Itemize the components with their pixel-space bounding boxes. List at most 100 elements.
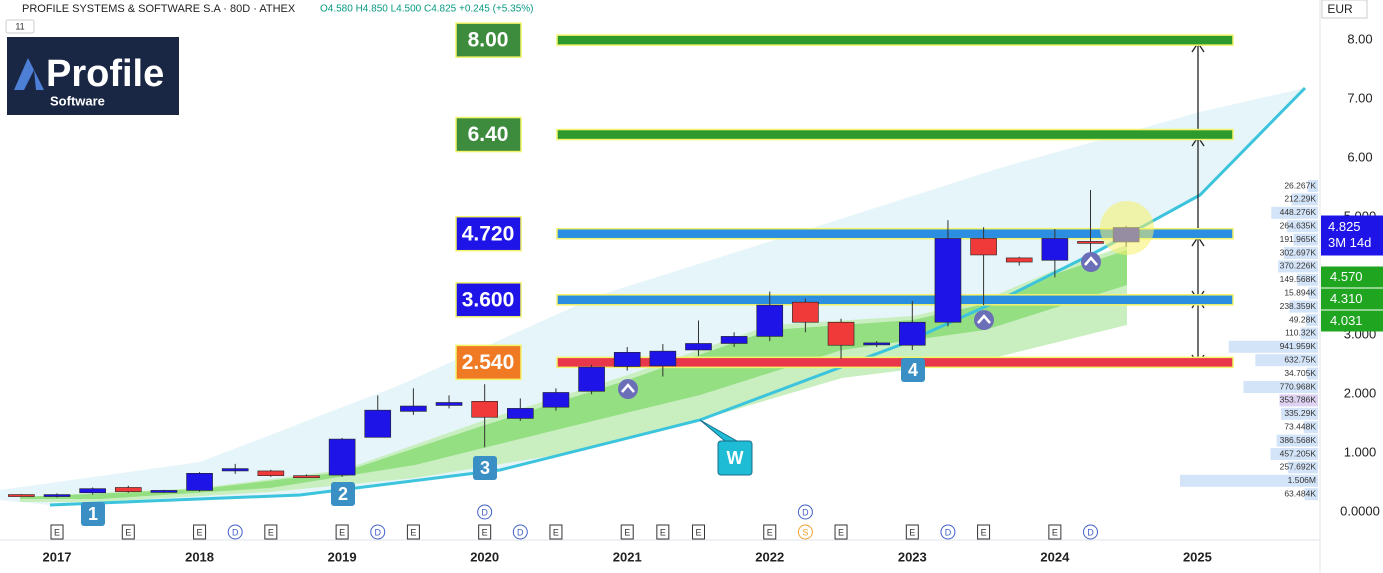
volume-bar <box>1283 247 1318 259</box>
volume-label: 941.959K <box>1280 341 1317 351</box>
volume-bar <box>1276 434 1318 447</box>
candle-body <box>471 401 498 418</box>
logo-sub: Software <box>50 93 105 108</box>
volume-label: 448.276K <box>1280 207 1317 217</box>
countdown: 3M 14d <box>1328 235 1371 250</box>
event-marker <box>549 524 563 540</box>
level-line <box>556 34 1234 46</box>
logo-mark <box>14 58 44 90</box>
candle-body <box>293 475 320 478</box>
volume-bar <box>1307 367 1318 380</box>
candle-body <box>578 366 605 392</box>
candle-body <box>934 238 962 323</box>
y-tick-label: 8.00 <box>1347 32 1372 47</box>
event-marker <box>477 504 493 520</box>
volume-profile: 26.267K 212.29K 448.276K 264.635K 191.965K 30… <box>1180 180 1318 501</box>
level-label: 4.720 <box>462 222 515 245</box>
volume-bar <box>1228 340 1318 353</box>
currency: EUR <box>1327 2 1353 16</box>
volume-label: 63.484K <box>1284 488 1316 498</box>
y-tick-label: 2.000 <box>1344 386 1377 401</box>
candle-body <box>221 468 249 472</box>
event-label: E <box>268 527 274 537</box>
wave-label: 2 <box>338 484 348 504</box>
volume-label: 212.29K <box>1284 194 1316 204</box>
indicator-tag <box>1321 288 1383 310</box>
wave-label: 3 <box>480 458 490 478</box>
indicator-label: 4.570 <box>1330 269 1363 284</box>
event-marker <box>121 524 135 540</box>
x-tick-label: 2024 <box>1040 549 1070 564</box>
candle-body <box>756 304 784 337</box>
level-line <box>556 128 1234 141</box>
volume-bar <box>1255 354 1318 367</box>
candle-body <box>328 438 356 476</box>
event-label: D <box>481 507 488 517</box>
event-marker <box>370 524 386 540</box>
event-label: E <box>624 527 630 537</box>
candles <box>8 190 1140 498</box>
x-tick-label: 2020 <box>470 549 499 564</box>
wave-box <box>81 502 105 526</box>
indicator-label: 4.031 <box>1330 313 1363 328</box>
event-label: E <box>981 527 987 537</box>
volume-bar <box>1291 193 1318 206</box>
level-tag <box>455 22 522 58</box>
candle-body <box>685 343 712 351</box>
x-tick-label: 2025 <box>1183 549 1212 564</box>
event-marker <box>227 524 243 540</box>
candle-body <box>899 321 926 346</box>
volume-bar <box>1278 260 1318 273</box>
event-label: D <box>802 507 809 517</box>
event-marker <box>1082 524 1098 540</box>
candle-body <box>613 352 641 367</box>
event-label: E <box>1052 527 1058 537</box>
level-line <box>556 294 1234 306</box>
event-marker <box>691 524 705 540</box>
callout-pointer <box>699 419 738 442</box>
level-tag <box>455 282 522 318</box>
level-tag <box>455 344 522 381</box>
event-label: E <box>410 527 416 537</box>
volume-label: 26.267K <box>1284 180 1316 190</box>
y-tick-label: 1.000 <box>1344 445 1377 460</box>
event-marker <box>834 524 848 540</box>
event-label: D <box>232 527 239 537</box>
event-marker <box>1048 524 1062 540</box>
volume-label: 457.205K <box>1280 448 1317 458</box>
logo-name: Profile <box>46 53 164 95</box>
volume-label: 770.968K <box>1280 381 1317 391</box>
volume-bar <box>1305 314 1318 326</box>
event-label: D <box>375 527 382 537</box>
event-marker <box>763 524 777 540</box>
event-marker <box>656 524 670 540</box>
candle-body <box>79 488 106 494</box>
event-label: D <box>945 527 952 537</box>
candle-body <box>400 405 427 412</box>
wave-box <box>473 456 497 480</box>
event-label: E <box>339 527 345 537</box>
event-marker <box>797 524 813 540</box>
candle-body <box>827 321 855 346</box>
level-label: 3.600 <box>462 288 515 311</box>
candle-body <box>257 470 285 476</box>
wave-box <box>717 440 753 476</box>
event-marker <box>264 524 278 540</box>
ohlc: O4.580 H4.850 L4.500 C4.825 +0.245 (+5.3… <box>320 4 534 15</box>
volume-bar <box>1180 474 1318 487</box>
y-tick-label: 6.00 <box>1347 150 1372 165</box>
volume-label: 34.705K <box>1284 368 1316 378</box>
candle-body <box>150 490 178 493</box>
candle-body <box>792 301 819 323</box>
y-tick-label: 7.00 <box>1347 91 1372 106</box>
volume-bar <box>1307 180 1318 192</box>
volume-bar <box>1297 273 1318 286</box>
levels: 8.00 6.40 4.720 3.600 2.540 <box>455 22 1234 381</box>
candle-body <box>114 487 142 492</box>
candle-body <box>970 238 997 256</box>
level-label: 8.00 <box>468 29 509 52</box>
volume-bar <box>1304 488 1318 501</box>
event-label: E <box>125 527 131 537</box>
volume-label: 149.568K <box>1280 274 1317 284</box>
level-label: 6.40 <box>468 123 509 146</box>
